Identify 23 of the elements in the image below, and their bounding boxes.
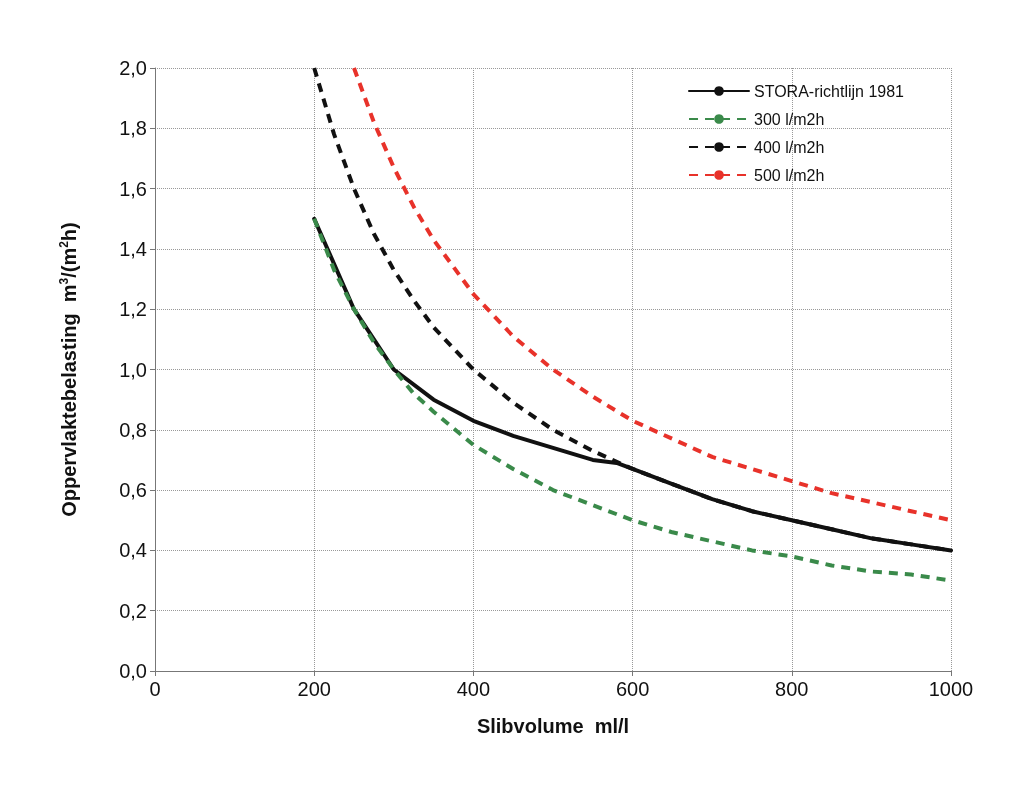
y-tick-label: 1,2 [119, 298, 147, 321]
y-tick-label: 0,4 [119, 539, 147, 562]
x-tick-label: 600 [615, 678, 650, 700]
y-tick-label: 1,8 [119, 117, 147, 140]
y-tick-label: 1,6 [119, 177, 147, 200]
x-tick-label: 1000 [928, 678, 974, 700]
legend-label: 400 l/m2h [754, 138, 825, 156]
x-tick-label: 400 [456, 678, 491, 700]
y-tick-label: 1,4 [119, 237, 147, 260]
y-tick-label: 1,0 [119, 358, 147, 381]
legend-label: 300 l/m2h [754, 110, 825, 128]
y-tick-label: 0,8 [119, 418, 147, 441]
y-tick-label: 0,2 [119, 599, 147, 622]
x-axis-title: Slibvolume ml/l [476, 715, 630, 737]
y-tick-label: 0,0 [119, 660, 147, 682]
x-tick-label: 800 [775, 678, 809, 700]
legend-label: 500 l/m2h [754, 166, 825, 184]
y-tick-label: 2,0 [119, 57, 147, 79]
legend-label: STORA-richtlijn 1981 [754, 82, 905, 100]
y-tick-label: 0,6 [119, 479, 147, 502]
y-axis-title: Oppervlaktebelasting m3/(m2h) [57, 222, 80, 517]
x-tick-label: 200 [297, 678, 331, 700]
x-tick-label: 0 [149, 678, 161, 700]
